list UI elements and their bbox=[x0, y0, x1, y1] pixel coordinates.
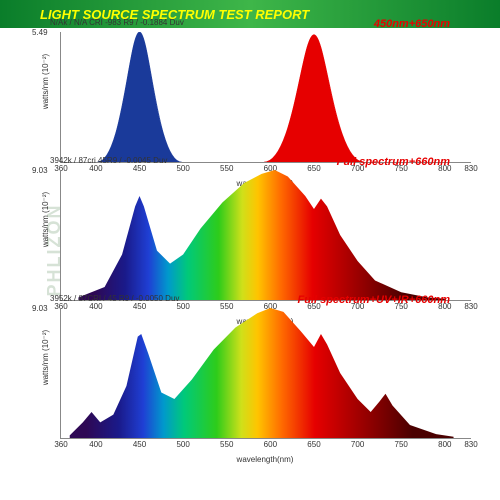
plot-area: 360400450500550600650700750800830 bbox=[60, 32, 471, 163]
y-max-label: 9.03 bbox=[32, 166, 48, 175]
x-ticks: 360400450500550600650700750800830 bbox=[61, 440, 471, 450]
chart-title-left: 3952k / 87CRI / 45 R9 / -0.0050 Duv bbox=[50, 294, 179, 303]
spectrum-chart: Full spectrum+660nm3942k / 87cri 45R9 / … bbox=[60, 170, 470, 300]
x-tick-label: 550 bbox=[220, 440, 233, 449]
chart-title-right: 450nm+650nm bbox=[374, 18, 450, 30]
plot-area: 360400450500550600650700750800830 bbox=[60, 170, 471, 301]
y-axis-label: watts/nm (10⁻²) bbox=[41, 330, 50, 385]
y-max-label: 9.03 bbox=[32, 304, 48, 313]
x-tick-label: 650 bbox=[307, 440, 320, 449]
chart-title-left: 3942k / 87cri 45R9 / -0.0045 Duv bbox=[50, 156, 167, 165]
x-tick-label: 700 bbox=[351, 440, 364, 449]
chart-title-left: N/Ak / N/A CRI -983 R9 / -0.1884 Duv bbox=[50, 18, 184, 27]
spectrum-chart: 450nm+650nmN/Ak / N/A CRI -983 R9 / -0.1… bbox=[60, 32, 470, 162]
x-tick-label: 600 bbox=[264, 440, 277, 449]
x-tick-label: 500 bbox=[176, 440, 189, 449]
x-tick-label: 750 bbox=[395, 440, 408, 449]
x-tick-label: 800 bbox=[438, 440, 451, 449]
chart-title-right: Full spectrum+660nm bbox=[337, 156, 450, 168]
x-axis-label: wavelength(nm) bbox=[237, 455, 294, 464]
x-tick-label: 400 bbox=[89, 440, 102, 449]
y-axis-label: watts/nm (10⁻²) bbox=[41, 54, 50, 109]
y-max-label: 5.49 bbox=[32, 28, 48, 37]
spectrum-chart: Full spectrum+UV+IR+660nm3952k / 87CRI /… bbox=[60, 308, 470, 438]
y-axis-label: watts/nm (10⁻²) bbox=[41, 192, 50, 247]
x-tick-label: 830 bbox=[464, 440, 477, 449]
x-tick-label: 360 bbox=[54, 440, 67, 449]
chart-title-right: Full spectrum+UV+IR+660nm bbox=[297, 294, 450, 306]
plot-area: 360400450500550600650700750800830 bbox=[60, 308, 471, 439]
x-tick-label: 450 bbox=[133, 440, 146, 449]
